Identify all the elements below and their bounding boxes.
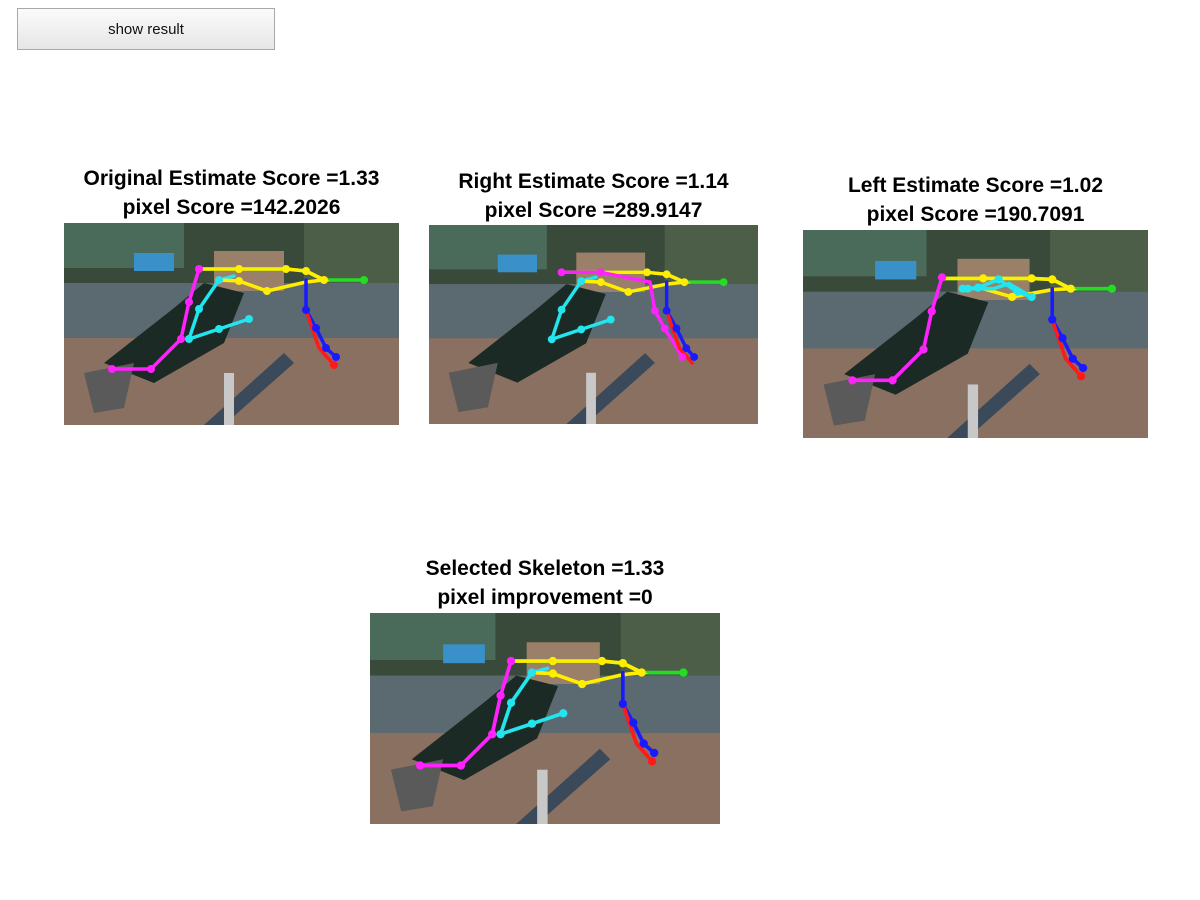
selected-skeleton-image xyxy=(370,613,720,824)
selected-skeleton-panel: Selected Skeleton =1.33 pixel improvemen… xyxy=(370,554,720,824)
right-pixel-score: pixel Score =289.9147 xyxy=(484,199,703,222)
original-pixel-score: pixel Score =142.2026 xyxy=(122,196,341,219)
right-estimate-panel: Right Estimate Score =1.14 pixel Score =… xyxy=(429,167,758,425)
original-estimate-score: Original Estimate Score =1.33 xyxy=(83,167,380,190)
left-pixel-score: pixel Score =190.7091 xyxy=(866,203,1085,226)
left-estimate-score: Left Estimate Score =1.02 xyxy=(847,174,1104,197)
right-estimate-image xyxy=(429,225,758,424)
show-result-button[interactable]: show result xyxy=(17,8,275,50)
left-estimate-panel: Left Estimate Score =1.02 pixel Score =1… xyxy=(803,171,1148,438)
left-estimate-image xyxy=(803,230,1148,438)
right-estimate-score: Right Estimate Score =1.14 xyxy=(458,170,729,193)
selected-skeleton-score: Selected Skeleton =1.33 xyxy=(425,557,665,580)
original-estimate-panel: Original Estimate Score =1.33 pixel Scor… xyxy=(64,164,399,426)
original-estimate-image xyxy=(64,223,399,425)
selected-pixel-improvement: pixel improvement =0 xyxy=(437,586,653,609)
